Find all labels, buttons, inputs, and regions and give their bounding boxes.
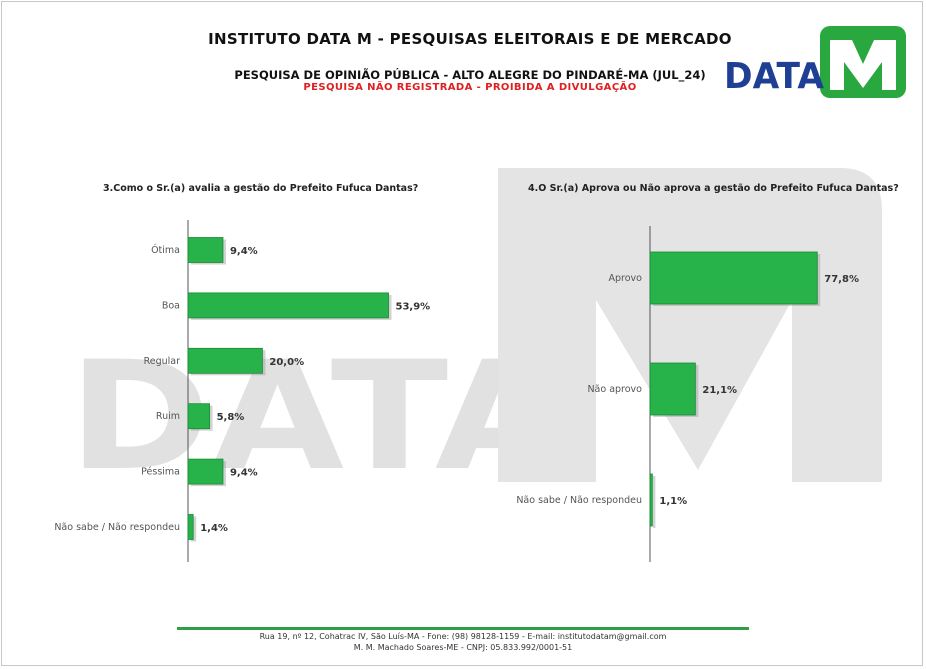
bar-0	[649, 251, 818, 305]
footer-divider	[177, 627, 749, 630]
category-label: Ótima	[151, 244, 180, 256]
value-label: 5,8%	[217, 412, 245, 423]
logo-text: DATA	[724, 56, 824, 97]
bar-5	[187, 514, 194, 540]
chart1-title: 3.Como o Sr.(a) avalia a gestão do Prefe…	[103, 183, 419, 194]
bar-shadow	[653, 476, 656, 528]
bar-1	[187, 292, 389, 319]
category-label: Não sabe / Não respondeu	[54, 522, 180, 533]
watermark-text: DATA	[68, 330, 568, 504]
data-m-logo: DATA	[724, 26, 906, 98]
bar-4	[187, 458, 224, 485]
bar-0	[187, 237, 224, 263]
value-label: 53,9%	[396, 301, 431, 312]
value-label: 20,0%	[269, 357, 304, 368]
bar-3	[187, 403, 210, 430]
footer-address: Rua 19, nº 12, Cohatrac IV, São Luís-MA …	[259, 632, 667, 641]
category-label: Não aprovo	[587, 384, 642, 395]
value-label: 1,1%	[659, 496, 687, 507]
value-label: 9,4%	[230, 246, 258, 257]
category-label: Aprovo	[609, 273, 643, 284]
category-label: Regular	[144, 356, 181, 367]
logo-m-shape	[830, 40, 896, 90]
bar-1	[649, 362, 696, 416]
bar-2	[649, 473, 653, 527]
bar-2	[187, 347, 263, 374]
category-label: Péssima	[141, 467, 180, 478]
page-title: INSTITUTO DATA M - PESQUISAS ELEITORAIS …	[208, 30, 732, 48]
value-label: 9,4%	[230, 468, 258, 479]
footer-company: M. M. Machado Soares-ME - CNPJ: 05.833.9…	[353, 643, 573, 652]
category-label: Ruim	[156, 411, 180, 422]
category-label: Não sabe / Não respondeu	[516, 495, 642, 506]
warning-text: PESQUISA NÃO REGISTRADA - PROIBIDA A DIV…	[303, 82, 637, 93]
value-label: 21,1%	[702, 385, 737, 396]
category-label: Boa	[162, 300, 180, 311]
watermark-m-mark	[498, 168, 882, 482]
page-subtitle: PESQUISA DE OPINIÃO PÚBLICA - ALTO ALEGR…	[234, 68, 706, 82]
value-label: 1,4%	[200, 523, 228, 534]
value-label: 77,8%	[824, 274, 859, 285]
chart2-title: 4.O Sr.(a) Aprova ou Não aprova a gestão…	[528, 183, 899, 194]
